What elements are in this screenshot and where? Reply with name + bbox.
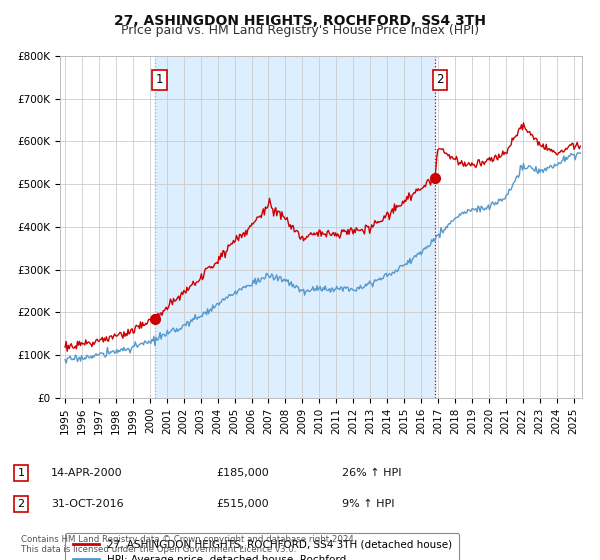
Legend: 27, ASHINGDON HEIGHTS, ROCHFORD, SS4 3TH (detached house), HPI: Average price, d: 27, ASHINGDON HEIGHTS, ROCHFORD, SS4 3TH…	[65, 533, 459, 560]
Text: £185,000: £185,000	[216, 468, 269, 478]
Text: 27, ASHINGDON HEIGHTS, ROCHFORD, SS4 3TH: 27, ASHINGDON HEIGHTS, ROCHFORD, SS4 3TH	[114, 14, 486, 28]
Text: 1: 1	[156, 73, 163, 86]
Text: Price paid vs. HM Land Registry's House Price Index (HPI): Price paid vs. HM Land Registry's House …	[121, 24, 479, 37]
Text: 2: 2	[436, 73, 444, 86]
Text: Contains HM Land Registry data © Crown copyright and database right 2024.
This d: Contains HM Land Registry data © Crown c…	[21, 535, 356, 554]
Text: 14-APR-2000: 14-APR-2000	[51, 468, 122, 478]
Bar	[155, 56, 435, 398]
Text: 2: 2	[17, 499, 25, 509]
Text: 9% ↑ HPI: 9% ↑ HPI	[342, 499, 395, 509]
Text: 26% ↑ HPI: 26% ↑ HPI	[342, 468, 401, 478]
Text: £515,000: £515,000	[216, 499, 269, 509]
Text: 31-OCT-2016: 31-OCT-2016	[51, 499, 124, 509]
Text: 1: 1	[17, 468, 25, 478]
